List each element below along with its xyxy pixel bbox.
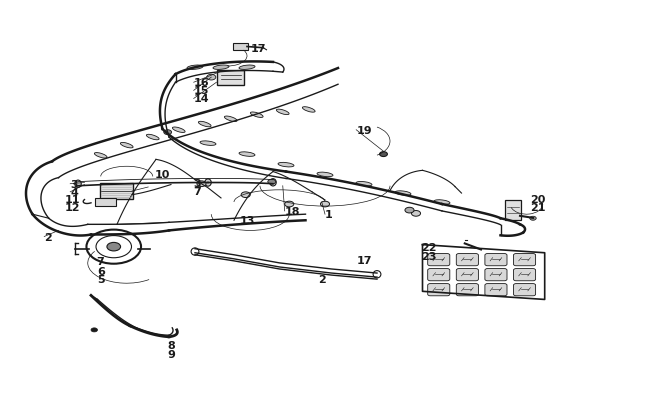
Circle shape (320, 202, 330, 207)
Ellipse shape (224, 117, 237, 122)
Text: 7: 7 (194, 186, 202, 196)
FancyBboxPatch shape (428, 254, 450, 266)
Text: 1: 1 (325, 210, 333, 220)
FancyBboxPatch shape (485, 254, 507, 266)
Text: 5: 5 (98, 275, 105, 284)
FancyBboxPatch shape (428, 284, 450, 296)
Text: 21: 21 (530, 202, 545, 212)
Text: 17: 17 (250, 44, 266, 53)
Ellipse shape (75, 181, 81, 188)
Text: 14: 14 (194, 94, 209, 104)
FancyBboxPatch shape (428, 269, 450, 281)
Ellipse shape (198, 122, 211, 128)
Text: 4: 4 (70, 188, 78, 197)
Circle shape (285, 202, 294, 207)
Circle shape (241, 192, 250, 198)
FancyBboxPatch shape (505, 200, 521, 221)
Circle shape (405, 208, 414, 213)
Text: 20: 20 (530, 194, 545, 204)
FancyBboxPatch shape (485, 284, 507, 296)
Text: 19: 19 (356, 126, 372, 135)
Ellipse shape (187, 66, 203, 70)
FancyBboxPatch shape (514, 269, 536, 281)
FancyBboxPatch shape (95, 199, 116, 207)
Ellipse shape (146, 135, 159, 141)
Ellipse shape (317, 173, 333, 177)
Text: 9: 9 (168, 350, 176, 359)
FancyBboxPatch shape (485, 269, 507, 281)
Ellipse shape (239, 66, 255, 70)
Text: 22: 22 (421, 243, 437, 253)
Circle shape (107, 243, 120, 251)
Ellipse shape (120, 143, 133, 149)
Circle shape (380, 152, 387, 157)
Text: 6: 6 (98, 266, 105, 276)
Ellipse shape (200, 141, 216, 146)
Circle shape (411, 211, 421, 217)
Ellipse shape (278, 163, 294, 168)
Ellipse shape (205, 179, 211, 187)
FancyBboxPatch shape (456, 284, 478, 296)
Circle shape (530, 217, 536, 221)
Circle shape (268, 180, 276, 185)
Ellipse shape (239, 152, 255, 157)
Text: 2: 2 (318, 275, 326, 284)
Ellipse shape (270, 179, 276, 186)
Text: 18: 18 (285, 207, 300, 216)
Circle shape (197, 181, 206, 187)
Text: 11: 11 (65, 194, 81, 204)
Ellipse shape (213, 66, 229, 70)
Ellipse shape (434, 200, 450, 205)
Ellipse shape (94, 153, 107, 159)
FancyBboxPatch shape (456, 254, 478, 266)
Circle shape (164, 130, 172, 135)
Text: 16: 16 (194, 78, 209, 88)
Text: 23: 23 (421, 251, 437, 261)
FancyBboxPatch shape (456, 269, 478, 281)
Circle shape (91, 328, 98, 332)
Ellipse shape (302, 107, 315, 113)
FancyBboxPatch shape (217, 70, 244, 85)
Ellipse shape (356, 182, 372, 187)
FancyBboxPatch shape (514, 284, 536, 296)
Text: 15: 15 (194, 86, 209, 96)
Ellipse shape (395, 191, 411, 196)
Text: 7: 7 (96, 256, 104, 266)
Ellipse shape (276, 110, 289, 115)
Text: 10: 10 (155, 170, 170, 180)
Ellipse shape (172, 128, 185, 133)
Ellipse shape (250, 113, 263, 118)
Text: 3: 3 (70, 179, 78, 189)
FancyBboxPatch shape (514, 254, 536, 266)
FancyBboxPatch shape (100, 183, 133, 200)
Text: 13: 13 (239, 216, 255, 226)
Text: 3: 3 (194, 178, 202, 188)
Text: 8: 8 (168, 340, 176, 350)
FancyBboxPatch shape (233, 44, 248, 51)
Text: 17: 17 (356, 255, 372, 265)
Text: 2: 2 (44, 232, 52, 242)
Circle shape (207, 75, 216, 81)
Text: 12: 12 (65, 202, 81, 212)
